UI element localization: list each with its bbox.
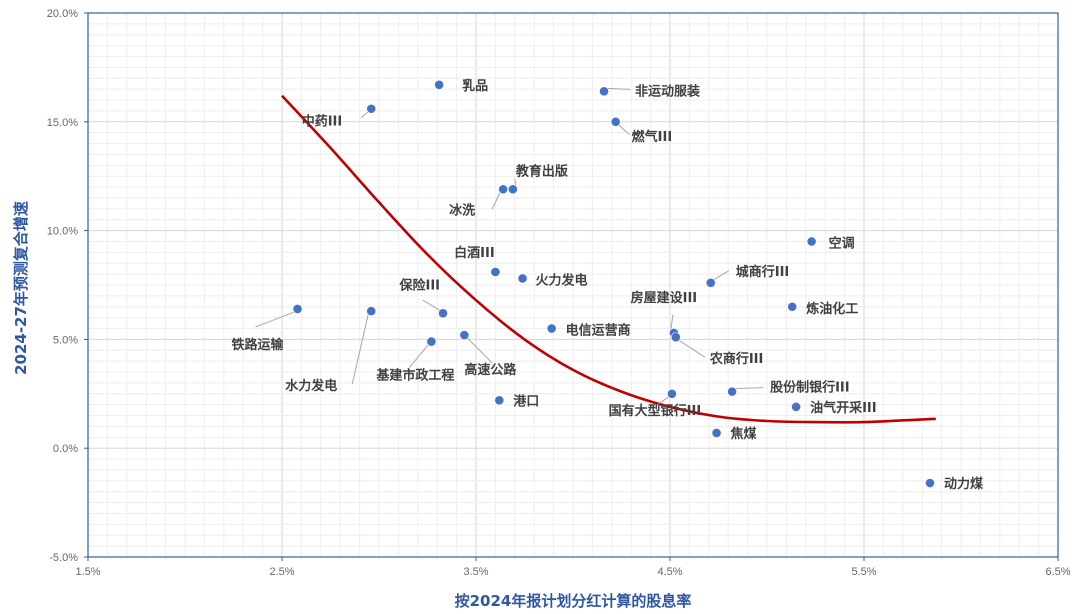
point-label-中药III: 中药III xyxy=(302,114,343,130)
x-axis-title: 按2024年报计划分红计算的股息率 xyxy=(455,592,692,610)
point-label-国有大型银行III: 国有大型银行III xyxy=(609,403,702,419)
point-label-保险III: 保险III xyxy=(399,277,441,293)
point-国有大型银行III xyxy=(667,388,677,399)
point-label-炼油化工: 炼油化工 xyxy=(806,301,858,317)
point-高速公路 xyxy=(459,330,470,340)
y-tick-label: 5.0% xyxy=(53,334,78,346)
point-label-油气开采III: 油气开采III xyxy=(810,400,877,416)
point-白酒III xyxy=(490,267,501,277)
x-tick-label: 5.5% xyxy=(851,566,876,578)
point-label-乳品: 乳品 xyxy=(462,78,488,94)
point-股份制银行III xyxy=(727,386,737,397)
leader-line-高速公路 xyxy=(467,337,493,364)
leader-line-冰洗 xyxy=(491,192,501,210)
point-焦煤 xyxy=(711,428,722,438)
x-tick-label: 2.5% xyxy=(269,566,294,578)
point-label-冰洗: 冰洗 xyxy=(449,202,475,218)
data-points xyxy=(292,79,935,488)
leader-line-股份制银行III xyxy=(735,387,764,390)
point-中药III xyxy=(366,103,377,114)
point-非运动服装 xyxy=(599,86,609,97)
leader-line-基建市政工程 xyxy=(408,344,429,368)
point-基建市政工程 xyxy=(426,336,437,347)
leader-line-城商行III xyxy=(713,270,729,281)
point-乳品 xyxy=(434,79,445,90)
point-水力发电 xyxy=(366,306,377,317)
leader-line-中药III xyxy=(360,111,369,119)
point-港口 xyxy=(494,395,505,406)
point-label-城商行III: 城商行III xyxy=(736,264,790,280)
point-label-水力发电: 水力发电 xyxy=(285,378,337,394)
point-冰洗 xyxy=(498,184,509,195)
grid xyxy=(87,12,1059,558)
point-label-房屋建设III: 房屋建设III xyxy=(631,290,698,306)
x-tick-label: 4.5% xyxy=(657,566,682,578)
y-tick-label: -5.0% xyxy=(49,552,78,564)
leader-line-铁路运输 xyxy=(255,311,295,328)
leader-line-房屋建设III xyxy=(670,314,674,330)
leader-line-水力发电 xyxy=(351,314,369,385)
plot-frame xyxy=(87,12,1059,558)
leader-line-燃气III xyxy=(618,124,631,136)
leader-line-农商行III xyxy=(678,339,706,358)
point-电信运营商 xyxy=(546,323,557,334)
point-铁路运输 xyxy=(292,304,303,314)
leader-line-保险III xyxy=(422,299,441,311)
x-tick-label: 1.5% xyxy=(75,566,100,578)
point-label-高速公路: 高速公路 xyxy=(464,362,517,378)
point-保险III xyxy=(438,308,448,319)
leader-line-教育出版 xyxy=(514,179,517,187)
point-label-非运动服装: 非运动服装 xyxy=(635,83,700,99)
trendline xyxy=(281,94,936,424)
y-tick-label: 20.0% xyxy=(47,8,78,20)
trendline-group xyxy=(281,94,936,424)
point-label-股份制银行III: 股份制银行III xyxy=(770,380,850,396)
point-燃气III xyxy=(610,116,621,127)
leader-lines xyxy=(255,87,764,406)
point-城商行III xyxy=(705,277,716,288)
point-label-焦煤: 焦煤 xyxy=(730,426,757,442)
x-tick-label: 6.5% xyxy=(1045,566,1070,578)
point-label-动力煤: 动力煤 xyxy=(944,476,983,492)
x-tick-label: 3.5% xyxy=(463,566,488,578)
point-火力发电 xyxy=(517,273,528,284)
point-动力煤 xyxy=(925,478,935,488)
leader-line-国有大型银行III xyxy=(656,396,670,406)
leader-line-非运动服装 xyxy=(607,87,631,90)
point-label-铁路运输: 铁路运输 xyxy=(231,337,285,353)
point-label-空调: 空调 xyxy=(829,235,855,251)
point-label-电信运营商: 电信运营商 xyxy=(566,323,631,339)
point-油气开采III xyxy=(791,401,801,412)
point-教育出版 xyxy=(507,184,518,195)
point-label-基建市政工程: 基建市政工程 xyxy=(375,368,454,384)
y-tick-label: 0.0% xyxy=(53,443,78,455)
point-label-白酒III: 白酒III xyxy=(454,245,495,261)
point-label-港口: 港口 xyxy=(513,393,539,409)
y-tick-label: 15.0% xyxy=(47,117,78,129)
y-axis-title: 2024-27年预测复合增速 xyxy=(12,201,30,375)
point-炼油化工 xyxy=(787,301,798,312)
point-label-火力发电: 火力发电 xyxy=(536,272,588,288)
point-label-农商行III: 农商行III xyxy=(709,351,764,367)
point-label-燃气III: 燃气III xyxy=(632,129,673,145)
point-农商行III xyxy=(670,332,681,343)
point-label-教育出版: 教育出版 xyxy=(515,163,568,179)
point-空调 xyxy=(806,236,817,247)
axis-ticks: 1.5% 2.5% 3.5% 4.5% 5.5% 6.5% -5.0% 0.0% 5.0% 10.… xyxy=(47,8,1071,578)
y-tick-label: 10.0% xyxy=(47,226,78,238)
